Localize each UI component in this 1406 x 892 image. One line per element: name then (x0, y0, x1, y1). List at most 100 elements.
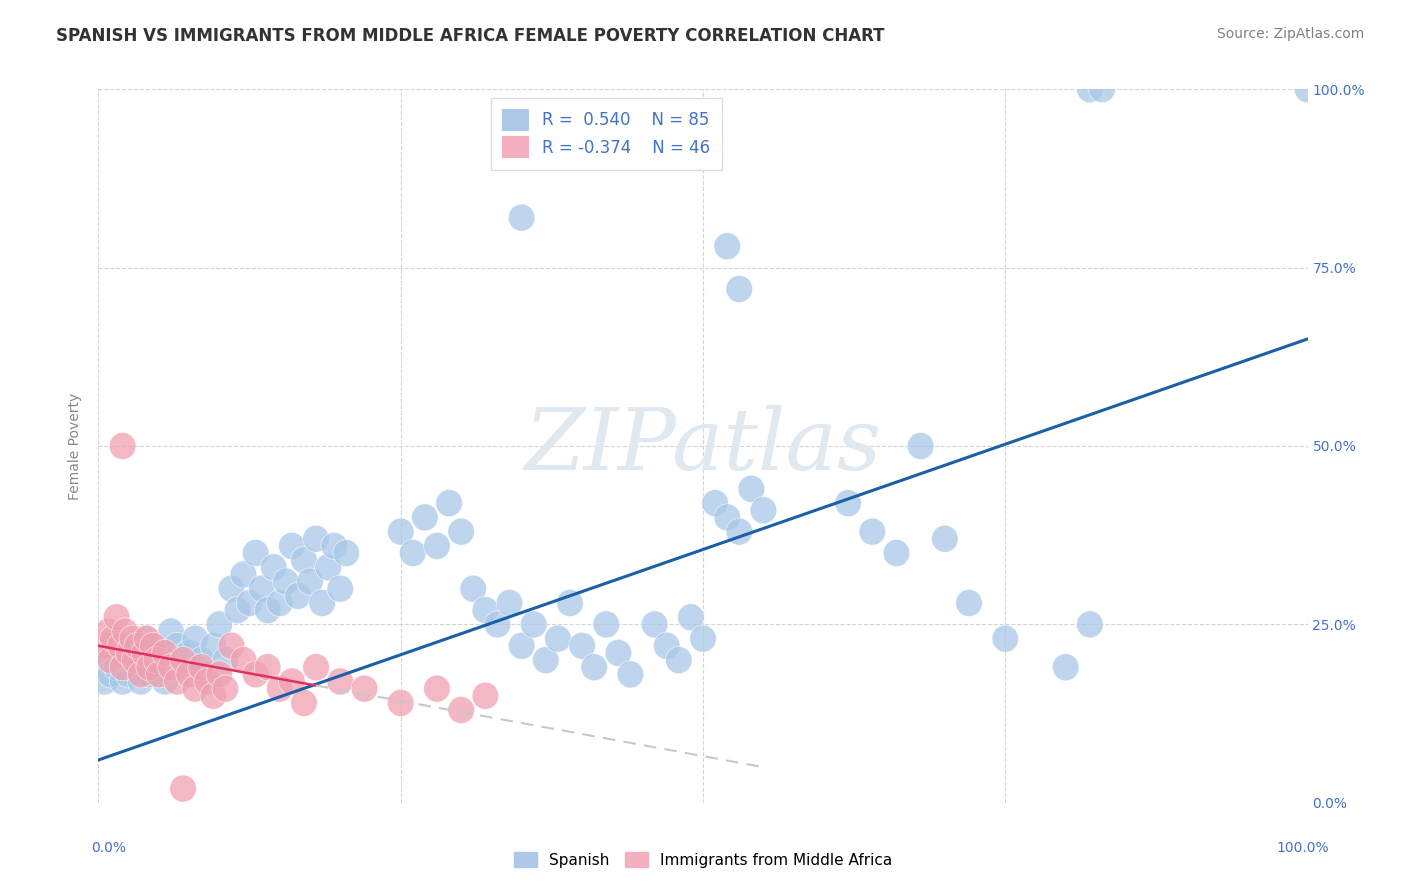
Ellipse shape (309, 590, 336, 616)
Ellipse shape (115, 640, 142, 666)
Ellipse shape (436, 490, 463, 516)
Ellipse shape (267, 590, 292, 616)
Ellipse shape (121, 647, 148, 673)
Ellipse shape (509, 632, 534, 659)
Ellipse shape (352, 675, 378, 702)
Ellipse shape (176, 640, 202, 666)
Legend: Spanish, Immigrants from Middle Africa: Spanish, Immigrants from Middle Africa (506, 844, 900, 875)
Ellipse shape (120, 625, 146, 652)
Ellipse shape (302, 525, 329, 552)
Ellipse shape (194, 661, 221, 688)
Ellipse shape (1077, 611, 1104, 638)
Ellipse shape (412, 504, 439, 531)
Ellipse shape (181, 675, 208, 702)
Ellipse shape (188, 654, 215, 681)
Ellipse shape (254, 654, 281, 681)
Ellipse shape (111, 647, 138, 673)
Ellipse shape (328, 575, 353, 602)
Ellipse shape (124, 640, 150, 666)
Ellipse shape (569, 632, 595, 659)
Ellipse shape (449, 518, 474, 545)
Ellipse shape (200, 682, 226, 709)
Ellipse shape (224, 597, 250, 624)
Ellipse shape (714, 504, 741, 531)
Ellipse shape (91, 632, 118, 659)
Ellipse shape (907, 433, 934, 459)
Ellipse shape (484, 611, 510, 638)
Ellipse shape (544, 625, 571, 652)
Ellipse shape (152, 668, 179, 695)
Ellipse shape (665, 647, 692, 673)
Ellipse shape (956, 590, 983, 616)
Ellipse shape (231, 647, 257, 673)
Ellipse shape (520, 611, 547, 638)
Ellipse shape (115, 661, 142, 688)
Ellipse shape (218, 632, 245, 659)
Ellipse shape (472, 597, 499, 624)
Ellipse shape (533, 647, 560, 673)
Ellipse shape (581, 654, 607, 681)
Ellipse shape (593, 611, 620, 638)
Text: 100.0%: 100.0% (1277, 841, 1329, 855)
Ellipse shape (883, 540, 910, 566)
Ellipse shape (110, 433, 136, 459)
Ellipse shape (273, 568, 299, 595)
Ellipse shape (302, 654, 329, 681)
Ellipse shape (110, 654, 136, 681)
Ellipse shape (157, 654, 184, 681)
Ellipse shape (278, 533, 305, 559)
Ellipse shape (181, 625, 208, 652)
Ellipse shape (128, 668, 155, 695)
Ellipse shape (725, 518, 752, 545)
Ellipse shape (260, 554, 287, 581)
Ellipse shape (1053, 654, 1078, 681)
Ellipse shape (170, 654, 197, 681)
Ellipse shape (94, 647, 121, 673)
Ellipse shape (321, 533, 347, 559)
Text: Source: ZipAtlas.com: Source: ZipAtlas.com (1216, 27, 1364, 41)
Ellipse shape (103, 604, 129, 631)
Ellipse shape (249, 575, 276, 602)
Ellipse shape (388, 690, 413, 716)
Ellipse shape (751, 497, 776, 524)
Ellipse shape (267, 675, 292, 702)
Y-axis label: Female Poverty: Female Poverty (69, 392, 83, 500)
Ellipse shape (194, 668, 221, 695)
Ellipse shape (146, 640, 172, 666)
Ellipse shape (654, 632, 681, 659)
Ellipse shape (1295, 76, 1320, 103)
Ellipse shape (641, 611, 668, 638)
Ellipse shape (738, 475, 765, 502)
Ellipse shape (236, 590, 263, 616)
Ellipse shape (170, 775, 197, 802)
Ellipse shape (557, 590, 583, 616)
Ellipse shape (423, 675, 450, 702)
Ellipse shape (284, 582, 311, 609)
Ellipse shape (100, 625, 127, 652)
Ellipse shape (496, 590, 523, 616)
Ellipse shape (136, 661, 163, 688)
Ellipse shape (859, 518, 886, 545)
Ellipse shape (176, 661, 202, 688)
Ellipse shape (605, 640, 631, 666)
Text: ZIPatlas: ZIPatlas (524, 405, 882, 487)
Ellipse shape (134, 647, 160, 673)
Ellipse shape (188, 647, 215, 673)
Ellipse shape (94, 618, 121, 645)
Ellipse shape (993, 625, 1018, 652)
Ellipse shape (128, 661, 155, 688)
Ellipse shape (97, 661, 124, 688)
Ellipse shape (702, 490, 728, 516)
Ellipse shape (617, 661, 644, 688)
Ellipse shape (388, 518, 413, 545)
Ellipse shape (136, 654, 163, 681)
Ellipse shape (131, 640, 157, 666)
Ellipse shape (212, 675, 239, 702)
Ellipse shape (143, 654, 170, 681)
Ellipse shape (103, 654, 129, 681)
Ellipse shape (449, 697, 474, 723)
Ellipse shape (110, 668, 136, 695)
Ellipse shape (100, 632, 127, 659)
Ellipse shape (200, 632, 226, 659)
Ellipse shape (131, 625, 157, 652)
